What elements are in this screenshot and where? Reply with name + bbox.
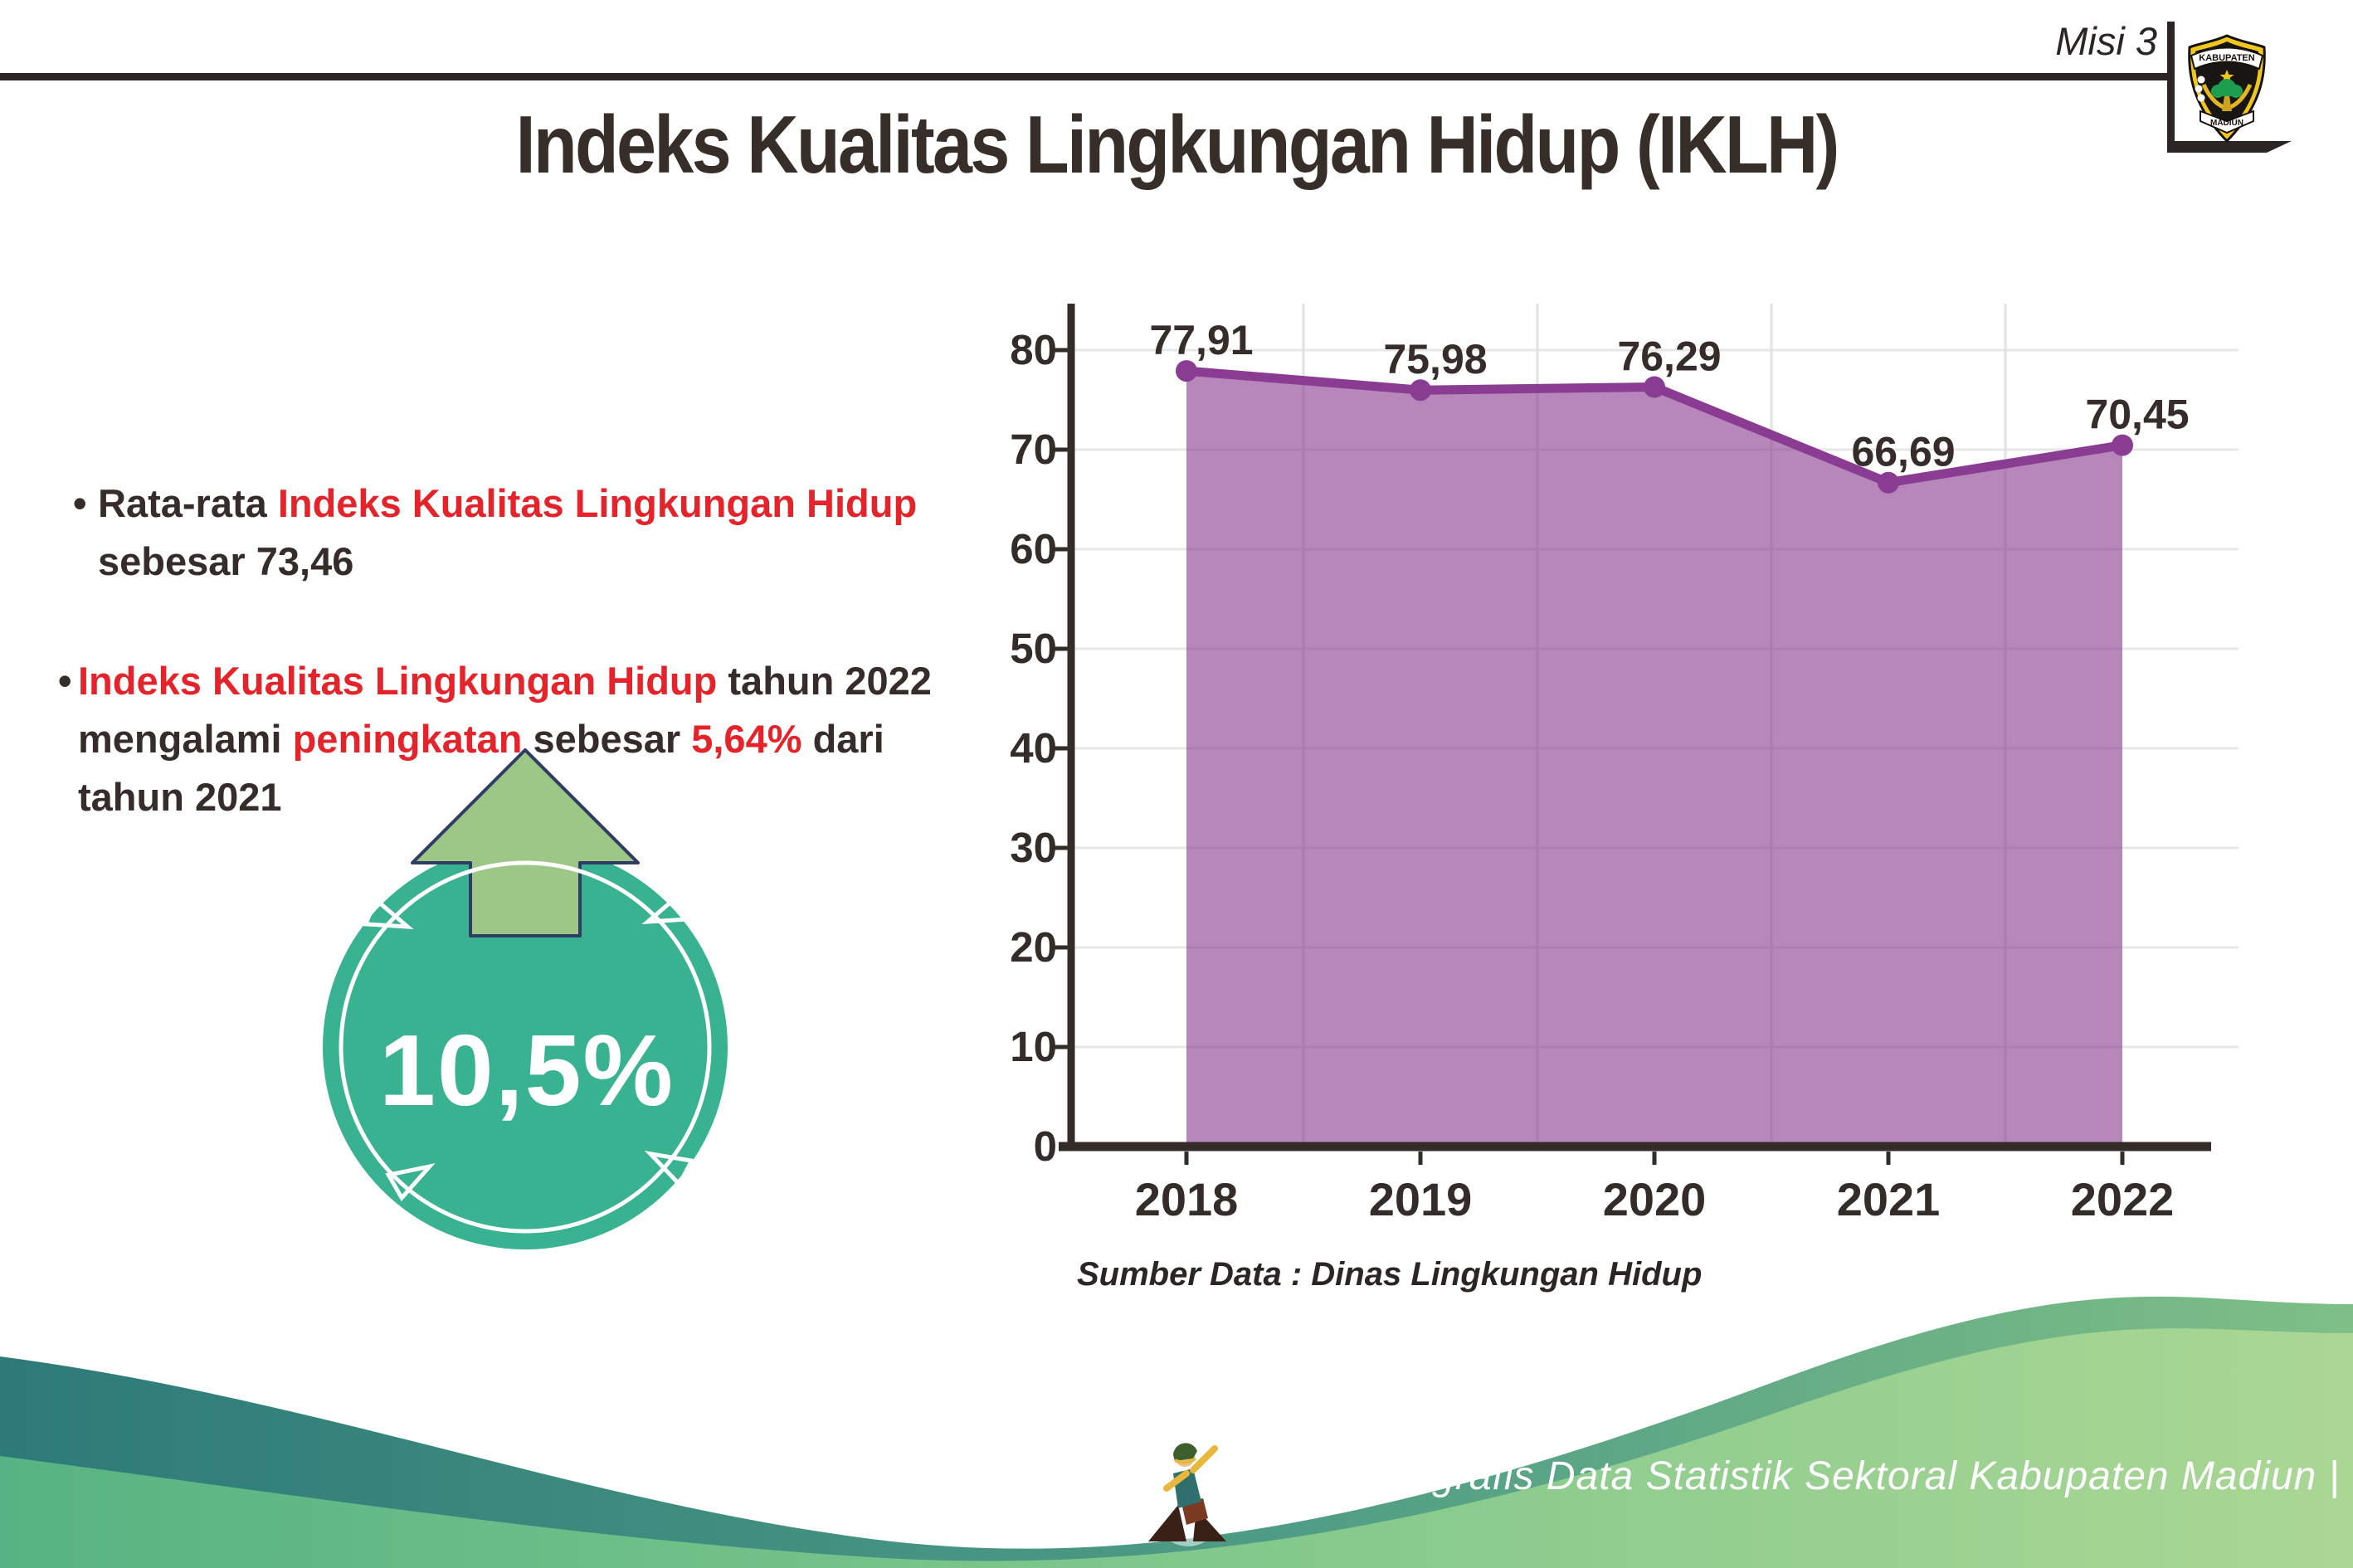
y-tick-label: 30 bbox=[1010, 824, 1057, 871]
footer-wave-body bbox=[0, 1328, 2353, 1568]
bullet-iklh-2022: • Indeks Kualitas Lingkungan Hidup tahun… bbox=[58, 652, 1090, 826]
y-tick-label: 70 bbox=[1010, 426, 1057, 473]
b2-text-dark5: tahun 2021 bbox=[78, 775, 282, 819]
logo-cotton-dot bbox=[2197, 94, 2205, 102]
bullet-marker: • bbox=[73, 481, 87, 525]
x-tick-label: 2019 bbox=[1369, 1173, 1473, 1225]
footer-mascot-icon bbox=[1145, 1430, 1231, 1546]
data-value-label: 70,45 bbox=[2085, 392, 2189, 438]
iklh-area-chart: 0 10 20 30 40 50 60 70 80 2018 2019 2020 2021 2022 77,… bbox=[1010, 304, 2239, 1225]
b2-text-red1: Indeks Kualitas Lingkungan Hidup bbox=[78, 659, 718, 703]
bullet-rata-rata: • Rata-rata Indeks Kualitas Lingkungan H… bbox=[73, 475, 1052, 591]
mascot-left-leg bbox=[1148, 1505, 1186, 1541]
area-fill bbox=[1186, 371, 2122, 1147]
data-value-label: 66,69 bbox=[1851, 429, 1955, 475]
x-tick-label: 2020 bbox=[1603, 1173, 1707, 1225]
misi-label: Misi 3 bbox=[2055, 19, 2157, 63]
data-value-label: 76,29 bbox=[1617, 334, 1721, 380]
logo-bottom-ribbon-text: MADIUN bbox=[2210, 119, 2243, 128]
b2-text-red2: peningkatan bbox=[292, 717, 523, 761]
y-tick-label: 80 bbox=[1010, 326, 1057, 373]
badge-triangle-icon bbox=[641, 891, 693, 924]
logo-bottom-ribbon bbox=[2200, 110, 2254, 134]
data-point bbox=[1410, 379, 1431, 402]
y-tick-label: 10 bbox=[1010, 1023, 1057, 1070]
up-arrow-icon bbox=[411, 748, 640, 937]
footer-caption: Media Infografis Data Statistik Sektoral… bbox=[1238, 1454, 2341, 1498]
mascot-cap bbox=[1173, 1443, 1197, 1461]
logo-bracket-vertical bbox=[2167, 22, 2175, 149]
b1-text-dark: Rata-rata bbox=[98, 481, 278, 525]
data-value-label: 77,91 bbox=[1149, 317, 1253, 363]
increase-badge: 10,5% bbox=[319, 738, 734, 1257]
kabupaten-madiun-logo: KABUPATEN MADIUN bbox=[2188, 34, 2266, 144]
mascot-left-arm bbox=[1163, 1470, 1190, 1492]
data-point bbox=[1644, 376, 1665, 398]
data-value-label: 75,98 bbox=[1383, 336, 1487, 382]
logo-cotton-dot bbox=[2197, 75, 2205, 84]
logo-bracket-foot bbox=[2167, 141, 2292, 153]
badge-value: 10,5% bbox=[379, 1014, 675, 1127]
x-tick-label: 2021 bbox=[1837, 1173, 1941, 1225]
badge-tick-triangles bbox=[363, 891, 695, 1202]
badge-circle bbox=[323, 845, 728, 1249]
increase-badge-graphic bbox=[323, 748, 728, 1249]
b2-text-dark1: tahun 2022 bbox=[717, 659, 932, 703]
b2-text-red3: 5,64% bbox=[691, 717, 802, 761]
logo-top-ribbon bbox=[2190, 46, 2264, 71]
page-title-wrap: Indeks Kualitas Lingkungan Hidup (IKLH) bbox=[0, 98, 2353, 192]
b1-text-dark2: sebesar 73,46 bbox=[98, 539, 354, 583]
bullet-marker: • bbox=[58, 659, 72, 703]
footer-wave bbox=[0, 1296, 2353, 1568]
badge-triangle-icon bbox=[385, 1163, 436, 1202]
x-tick-label: 2022 bbox=[2071, 1173, 2175, 1225]
b1-text-red: Indeks Kualitas Lingkungan Hidup bbox=[277, 481, 918, 525]
source-note: Sumber Data : Dinas Lingkungan Hidup bbox=[1077, 1256, 1703, 1293]
data-point bbox=[1176, 360, 1197, 382]
b2-text-dark4: dari bbox=[801, 717, 884, 761]
mascot-right-arm bbox=[1190, 1445, 1218, 1473]
mascot-cap-band bbox=[1174, 1457, 1197, 1464]
data-point bbox=[1878, 471, 1899, 494]
b2-text-dark3: sebesar bbox=[522, 717, 692, 761]
logo-top-ribbon-text: KABUPATEN bbox=[2199, 53, 2254, 63]
b2-text-dark2: mengalami bbox=[78, 717, 293, 761]
y-tick-label: 60 bbox=[1010, 525, 1057, 572]
y-tick-label: 0 bbox=[1034, 1122, 1057, 1170]
logo-tree-canopy-right bbox=[2229, 85, 2243, 98]
y-tick-label: 20 bbox=[1010, 923, 1057, 971]
header-rule bbox=[0, 73, 2167, 80]
badge-ring bbox=[339, 860, 712, 1234]
x-tick-label: 2018 bbox=[1135, 1173, 1239, 1225]
badge-triangle-icon bbox=[644, 1151, 695, 1188]
data-point bbox=[2112, 434, 2133, 456]
y-tick-label: 40 bbox=[1010, 724, 1057, 772]
logo-star-icon bbox=[2219, 70, 2234, 83]
badge-triangle-icon bbox=[363, 896, 414, 929]
logo-cotton-dot bbox=[2195, 85, 2203, 93]
page-title: Indeks Kualitas Lingkungan Hidup (IKLH) bbox=[515, 99, 1839, 190]
logo-tree-canopy-left bbox=[2211, 85, 2224, 98]
y-tick-label: 50 bbox=[1010, 625, 1057, 672]
logo-tree-trunk bbox=[2222, 96, 2232, 111]
